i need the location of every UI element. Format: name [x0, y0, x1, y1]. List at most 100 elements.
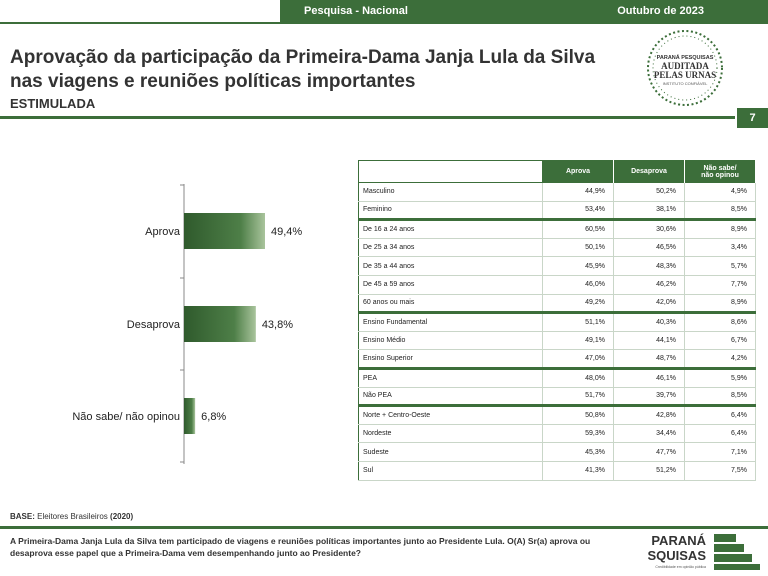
table-header-no-opinion: Não sabe/não opinou: [684, 160, 756, 183]
table-header-row: Aprova Desaprova Não sabe/não opinou: [358, 160, 756, 183]
cell-disapprove: 30,6%: [613, 218, 685, 239]
seal-line4: INSTITUTO CONFIÁVEL: [663, 81, 709, 86]
table-row: Sul 41,3% 51,2% 7,5%: [358, 461, 756, 481]
row-label: Ensino Fundamental: [358, 311, 543, 332]
cell-approve: 47,0%: [542, 349, 614, 369]
cell-no-opinion: 8,5%: [684, 387, 756, 407]
cell-approve: 51,1%: [542, 311, 614, 332]
cell-approve: 41,3%: [542, 461, 614, 481]
survey-question: A Primeira-Dama Janja Lula da Silva tem …: [10, 536, 591, 558]
table-row: Norte + Centro-Oeste 50,8% 42,8% 6,4%: [358, 404, 756, 425]
cell-approve: 49,2%: [542, 294, 614, 314]
table-header-blank: [358, 160, 543, 183]
base-note: BASE: Eleitores Brasileiros (2020): [10, 512, 133, 521]
cell-approve: 59,3%: [542, 424, 614, 444]
seal-line2: AUDITADA: [661, 61, 709, 71]
cell-no-opinion: 6,7%: [684, 331, 756, 351]
cell-approve: 45,9%: [542, 256, 614, 276]
cell-no-opinion: 7,1%: [684, 442, 756, 462]
cell-disapprove: 44,1%: [613, 331, 685, 351]
category-label: Aprova: [145, 226, 181, 238]
cell-disapprove: 46,1%: [613, 366, 685, 388]
cell-approve: 51,7%: [542, 387, 614, 407]
row-label: Nordeste: [358, 424, 543, 444]
base-label: BASE:: [10, 512, 35, 521]
table-header-disapprove: Desaprova: [613, 160, 685, 183]
cell-approve: 44,9%: [542, 182, 614, 202]
row-label: De 35 a 44 anos: [358, 256, 543, 276]
table-row: Ensino Médio 49,1% 44,1% 6,7%: [358, 331, 756, 351]
table-row: Feminino 53,4% 38,1% 8,5%: [358, 201, 756, 221]
row-label: Ensino Superior: [358, 349, 543, 369]
table-header-approve: Aprova: [542, 160, 614, 183]
cell-no-opinion: 4,2%: [684, 349, 756, 369]
table-row: Ensino Superior 47,0% 48,7% 4,2%: [358, 349, 756, 369]
cell-no-opinion: 6,4%: [684, 404, 756, 425]
category-label: Desaprova: [127, 319, 181, 331]
value-label: 49,4%: [271, 226, 302, 238]
value-label: 6,8%: [201, 411, 226, 423]
row-label: De 16 a 24 anos: [358, 218, 543, 239]
cell-disapprove: 48,7%: [613, 349, 685, 369]
cell-no-opinion: 8,9%: [684, 218, 756, 239]
cell-approve: 53,4%: [542, 201, 614, 221]
table-row: Sudeste 45,3% 47,7% 7,1%: [358, 442, 756, 462]
bar-0: [184, 213, 265, 249]
cell-disapprove: 46,5%: [613, 238, 685, 258]
cell-no-opinion: 5,9%: [684, 366, 756, 388]
seal-line1: PARANÁ PESQUISAS: [657, 54, 714, 61]
cell-disapprove: 40,3%: [613, 311, 685, 332]
cell-disapprove: 42,0%: [613, 294, 685, 314]
cell-approve: 46,0%: [542, 275, 614, 295]
cell-approve: 60,5%: [542, 218, 614, 239]
bar-1: [184, 306, 256, 342]
header-date: Outubro de 2023: [617, 5, 704, 17]
row-label: Sul: [358, 461, 543, 481]
cell-no-opinion: 7,7%: [684, 275, 756, 295]
cell-disapprove: 38,1%: [613, 201, 685, 221]
cell-no-opinion: 7,5%: [684, 461, 756, 481]
cell-disapprove: 34,4%: [613, 424, 685, 444]
cell-no-opinion: 8,5%: [684, 201, 756, 221]
cell-disapprove: 42,8%: [613, 404, 685, 425]
row-label: De 25 a 34 anos: [358, 238, 543, 258]
cell-no-opinion: 3,4%: [684, 238, 756, 258]
bar-2: [184, 398, 196, 434]
seal-line3: PELAS URNAS: [654, 70, 716, 80]
title-rule: [0, 116, 735, 119]
page-title: Aprovação da participação da Primeira-Da…: [10, 47, 596, 92]
cell-no-opinion: 8,6%: [684, 311, 756, 332]
header-rule: [0, 22, 768, 24]
cell-disapprove: 47,7%: [613, 442, 685, 462]
row-label: Feminino: [358, 201, 543, 221]
row-label: Não PEA: [358, 387, 543, 407]
header-survey-label: Pesquisa - Nacional: [304, 5, 408, 17]
cell-no-opinion: 6,4%: [684, 424, 756, 444]
cell-approve: 50,8%: [542, 404, 614, 425]
cell-no-opinion: 4,9%: [684, 182, 756, 202]
row-label: Ensino Médio: [358, 331, 543, 351]
cell-approve: 48,0%: [542, 366, 614, 388]
cell-no-opinion: 5,7%: [684, 256, 756, 276]
row-label: Masculino: [358, 182, 543, 202]
value-label: 43,8%: [262, 319, 293, 331]
table-row: De 16 a 24 anos 60,5% 30,6% 8,9%: [358, 218, 756, 239]
table-row: Nordeste 59,3% 34,4% 6,4%: [358, 424, 756, 444]
table-row: De 45 a 59 anos 46,0% 46,2% 7,7%: [358, 275, 756, 295]
page-subtitle: ESTIMULADA: [10, 96, 96, 111]
cell-disapprove: 46,2%: [613, 275, 685, 295]
crosstab-table: Aprova Desaprova Não sabe/não opinou Mas…: [358, 160, 756, 481]
logo-line1: PARANÁ: [651, 533, 706, 548]
cell-approve: 45,3%: [542, 442, 614, 462]
row-label: 60 anos ou mais: [358, 294, 543, 314]
cell-disapprove: 48,3%: [613, 256, 685, 276]
table-row: Ensino Fundamental 51,1% 40,3% 8,6%: [358, 311, 756, 332]
audit-seal-icon: PARANÁ PESQUISAS AUDITADA PELAS URNAS IN…: [647, 30, 723, 106]
cell-approve: 50,1%: [542, 238, 614, 258]
logo-line2: PESQUISAS: [648, 548, 706, 563]
cell-no-opinion: 8,9%: [684, 294, 756, 314]
table-row: 60 anos ou mais 49,2% 42,0% 8,9%: [358, 294, 756, 314]
cell-disapprove: 51,2%: [613, 461, 685, 481]
category-label: Não sabe/ não opinou: [72, 411, 180, 423]
row-label: PEA: [358, 366, 543, 388]
